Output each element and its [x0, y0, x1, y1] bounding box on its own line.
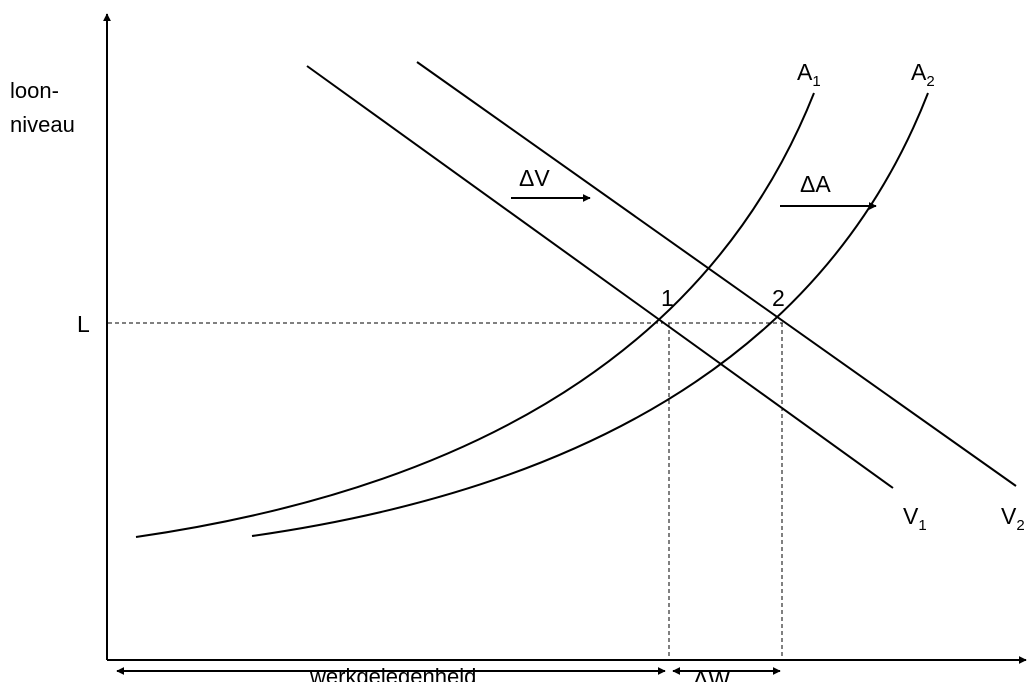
supply-curve-a2 — [251, 92, 929, 537]
delta-v-label: ΔV — [519, 165, 550, 191]
supply-curve-a2-label: A2 — [911, 59, 935, 90]
demand-curve-v1 — [306, 65, 894, 489]
equilibrium-point-2-label: 2 — [772, 285, 785, 311]
supply-curve-a1-label: A1 — [797, 59, 821, 90]
y-axis-label-line1: loon- — [10, 78, 59, 103]
demand-curve-v1-label: V1 — [903, 503, 927, 534]
wage-level-label: L — [77, 311, 90, 337]
supply-curve-a1 — [135, 92, 815, 538]
demand-curve-v2 — [416, 61, 1017, 487]
delta-a-label: ΔA — [800, 171, 831, 197]
demand-curve-v2-label: V2 — [1001, 503, 1025, 534]
equilibrium-point-1-label: 1 — [661, 285, 674, 311]
delta-w-label: ΔW — [693, 666, 730, 682]
y-axis-label-line2: niveau — [10, 112, 75, 137]
x-axis-label: werkgelegenheid — [309, 664, 476, 682]
